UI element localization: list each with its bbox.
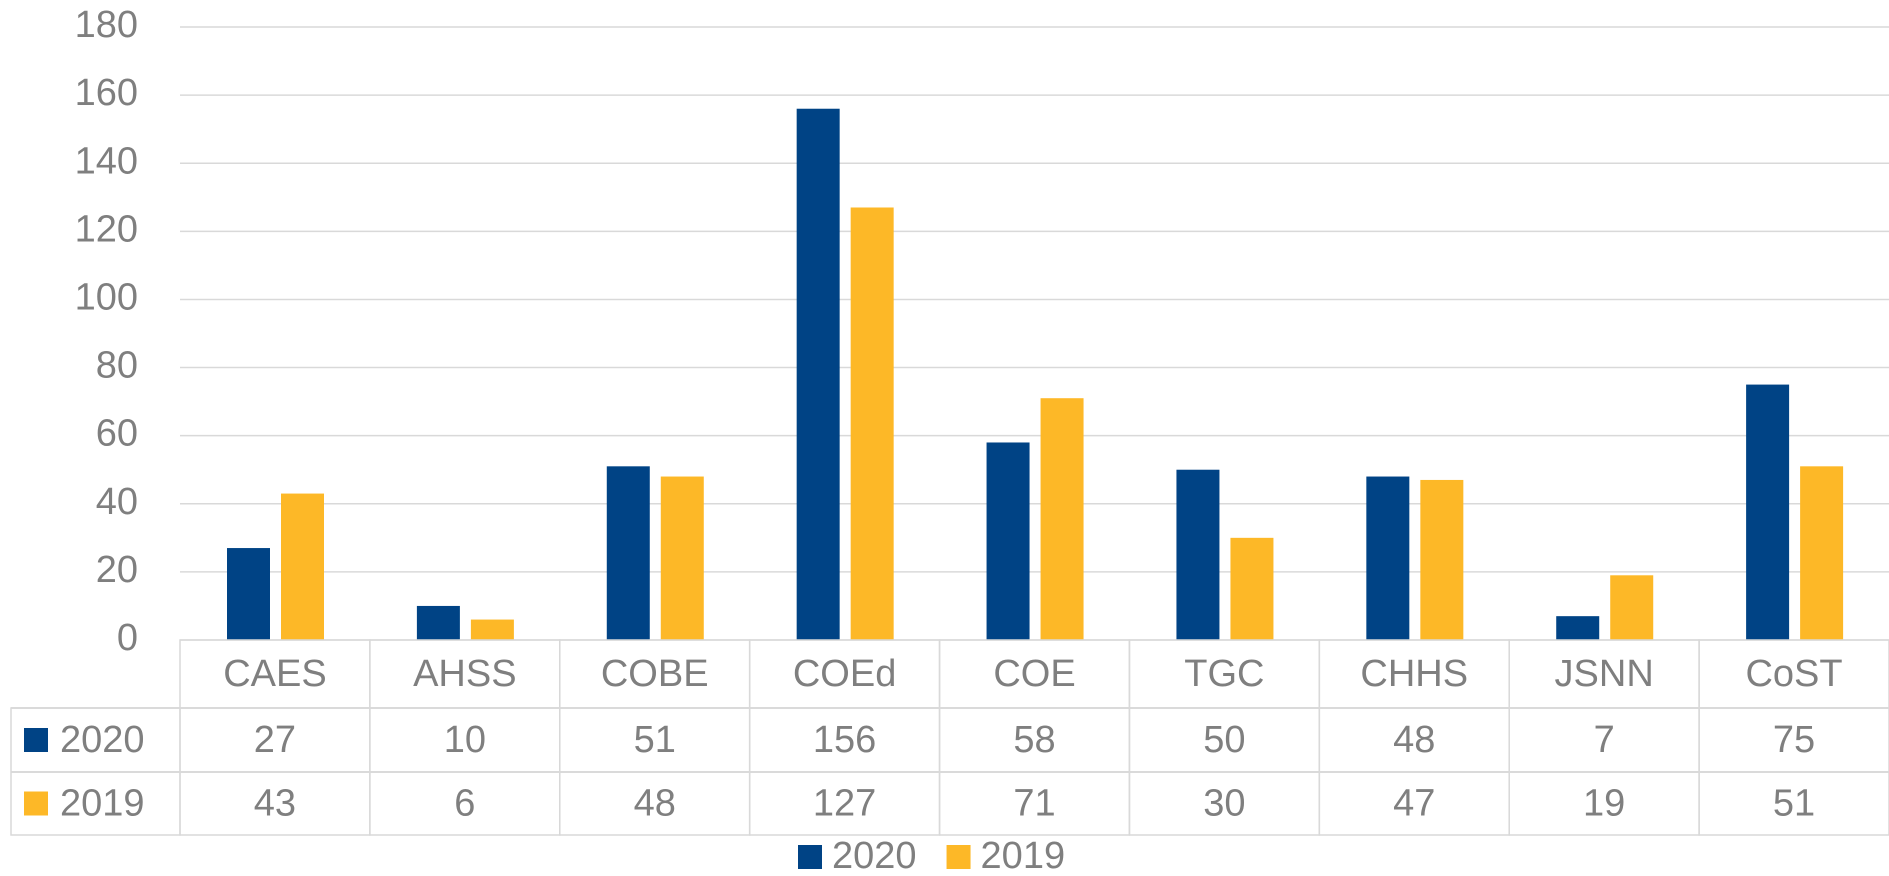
- category-label: AHSS: [413, 653, 516, 695]
- category-label: JSNN: [1555, 653, 1654, 695]
- legend-key: [946, 845, 971, 869]
- bar: [416, 605, 460, 640]
- y-tick-label: 180: [75, 4, 138, 46]
- table-legend-key: [24, 728, 48, 752]
- category-label: COEd: [793, 653, 896, 695]
- table-value: 127: [813, 783, 876, 825]
- table-value: 6: [454, 783, 475, 825]
- category-label: CHHS: [1360, 653, 1468, 695]
- bar: [1040, 398, 1084, 640]
- bar: [1420, 479, 1464, 640]
- table-value: 27: [254, 719, 296, 761]
- table-legend-key: [24, 791, 48, 816]
- y-tick-label: 160: [75, 72, 138, 114]
- bar: [281, 493, 324, 640]
- y-tick-label: 60: [96, 413, 138, 455]
- legend-label: 2019: [981, 835, 1066, 876]
- bar: [796, 108, 840, 640]
- category-label: CoST: [1745, 653, 1842, 695]
- bar: [1176, 469, 1220, 640]
- category-label: COBE: [601, 653, 709, 695]
- y-tick-label: 80: [96, 345, 138, 387]
- table-value: 43: [254, 783, 296, 825]
- table-value: 10: [444, 719, 486, 761]
- y-tick-label: 140: [75, 140, 138, 182]
- table-series-name: 2019: [60, 783, 145, 825]
- table-value: 30: [1203, 783, 1245, 825]
- bar: [850, 207, 894, 640]
- table-value: 51: [634, 719, 676, 761]
- bar: [1556, 616, 1600, 640]
- y-tick-label: 0: [117, 617, 138, 659]
- y-tick-label: 40: [96, 481, 138, 523]
- bar: [606, 466, 650, 640]
- legend-key: [798, 845, 822, 869]
- table-value: 51: [1773, 783, 1815, 825]
- table-value: 58: [1013, 719, 1055, 761]
- table-value: 47: [1393, 783, 1435, 825]
- table-value: 48: [634, 783, 676, 825]
- y-tick-label: 20: [96, 549, 138, 591]
- bar: [1230, 537, 1274, 640]
- table-value: 48: [1393, 719, 1435, 761]
- bar: [1800, 466, 1844, 640]
- category-label: CAES: [223, 653, 326, 695]
- bar: [470, 619, 514, 640]
- table-value: 71: [1013, 783, 1055, 825]
- bar: [1610, 575, 1654, 640]
- y-tick-label: 120: [75, 208, 138, 250]
- bar: [986, 442, 1030, 640]
- bar: [1746, 384, 1790, 640]
- table-value: 156: [813, 719, 876, 761]
- table-value: 19: [1583, 783, 1625, 825]
- category-label: COE: [993, 653, 1075, 695]
- table-series-name: 2020: [60, 719, 145, 761]
- bar: [660, 476, 704, 640]
- table-value: 50: [1203, 719, 1245, 761]
- bar: [227, 548, 270, 640]
- y-tick-label: 100: [75, 276, 138, 318]
- bar: [1366, 476, 1410, 640]
- table-value: 75: [1773, 719, 1815, 761]
- category-label: TGC: [1184, 653, 1264, 695]
- legend-label: 2020: [832, 835, 917, 876]
- table-value: 7: [1594, 719, 1615, 761]
- table-header-cell: [10, 707, 181, 836]
